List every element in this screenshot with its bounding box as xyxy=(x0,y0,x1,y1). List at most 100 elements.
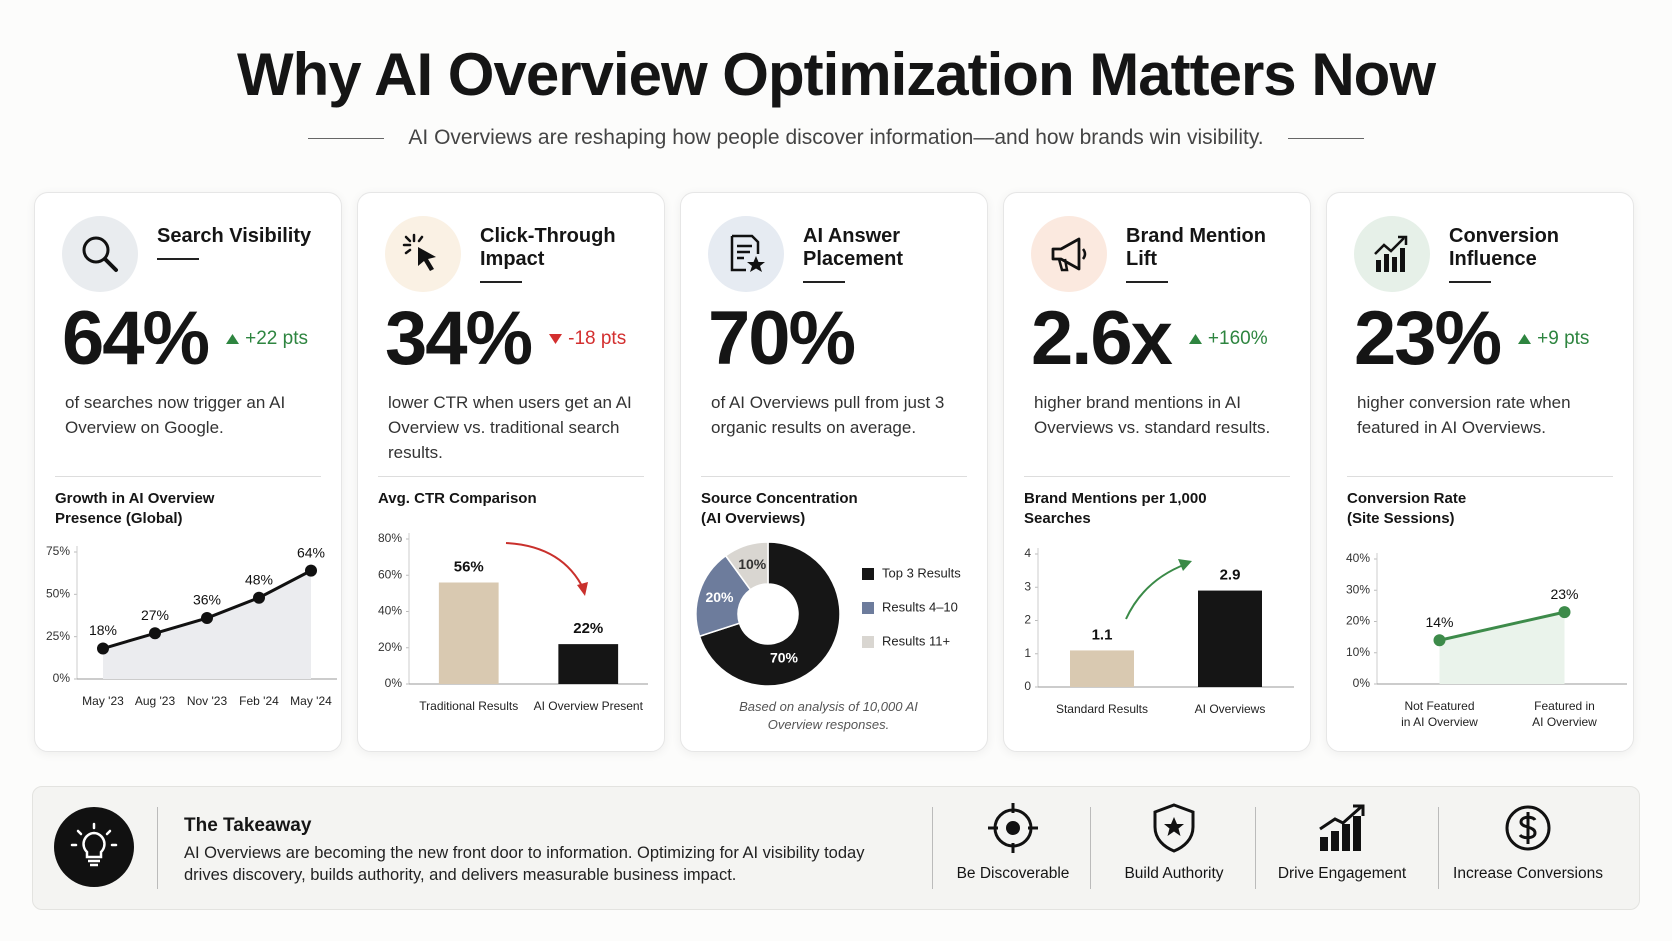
stat: 2.6x xyxy=(1031,296,1173,381)
title-wrap: AI Answer Placement xyxy=(803,225,953,283)
bulb xyxy=(70,822,118,867)
chart-svg: 0 1 2 3 4 1.1 2.9 xyxy=(1024,546,1294,693)
x-tick-label: Not Featured in AI Overview xyxy=(1401,699,1478,729)
slice xyxy=(724,541,769,591)
icon xyxy=(1031,216,1107,292)
trend-triangle xyxy=(226,334,240,344)
y-tick-label: 20% xyxy=(378,640,402,654)
y-tick-label: 0% xyxy=(53,671,71,685)
value-label: 18% xyxy=(89,622,117,638)
search-icon xyxy=(82,236,118,272)
chart-svg: 0% 25% 50% 75% 18% 27% 36% 48% 64% xyxy=(46,544,337,685)
point xyxy=(305,564,317,577)
description: of AI Overviews pull from just 3 organic… xyxy=(711,393,945,437)
trend-arrow xyxy=(1125,563,1187,620)
y-tick-label: 80% xyxy=(378,531,402,545)
bulb-icon xyxy=(54,807,134,887)
value-label: 14% xyxy=(1425,614,1453,630)
bar xyxy=(1070,650,1134,687)
value-label: 2.9 xyxy=(1220,567,1241,584)
stat: 23% xyxy=(1354,296,1502,381)
triangle xyxy=(549,334,563,344)
legend-swatch xyxy=(862,602,874,614)
icon xyxy=(1354,216,1430,292)
value-label: 22% xyxy=(573,620,603,637)
target-icon xyxy=(988,803,1038,853)
arrow-head xyxy=(1178,559,1192,571)
value-label: 23% xyxy=(1550,586,1578,602)
y-tick-label: 0% xyxy=(385,676,403,690)
x-tick-label: Aug '23 xyxy=(134,694,176,708)
point xyxy=(201,612,213,625)
separator xyxy=(1438,807,1439,889)
takeaway-title: The Takeaway xyxy=(184,815,312,836)
chart-title: Growth in AI Overview Presence (Global) xyxy=(55,490,215,527)
takeaway-text: AI Overviews are becoming the new front … xyxy=(184,844,865,884)
arrow-head xyxy=(577,582,588,596)
chart-svg: 70% Top 3 Results 20% Results 4–10 10% Result… xyxy=(695,541,961,687)
title-wrap: Conversion Influence xyxy=(1449,225,1599,283)
chart-svg: 0% 20% 40% 60% 80% 56% 22% xyxy=(378,531,648,690)
line xyxy=(1439,610,1565,642)
title-underline xyxy=(1449,281,1491,283)
card: Search Visibility 64% +22 pts of searches n… xyxy=(34,192,342,752)
separator xyxy=(1090,807,1091,889)
stat-row: 34% -18 pts xyxy=(385,301,626,377)
stat: 64% xyxy=(62,296,210,381)
point xyxy=(1558,606,1571,619)
legend-label: Results 4–10 xyxy=(882,599,958,614)
point xyxy=(253,591,265,604)
divider xyxy=(378,476,644,477)
y-tick-label: 1 xyxy=(1024,646,1031,660)
value-label: 1.1 xyxy=(1092,626,1113,643)
change: +9 pts xyxy=(1518,328,1589,350)
rule xyxy=(308,137,385,139)
chart: 0% 25% 50% 75% 18% 27% 36% 48% 64% May '23 Aug '23… xyxy=(35,528,341,743)
point xyxy=(149,627,161,640)
value-label: 70% xyxy=(770,649,799,665)
legend-swatch xyxy=(862,568,874,580)
change-text: +9 pts xyxy=(1537,328,1590,349)
card: Click-Through Impact 34% -18 pts lower CTR … xyxy=(357,192,665,752)
chart-note: Based on analysis of 10,000 AI Overview … xyxy=(739,699,918,732)
chart-title: Source Concentration (AI Overviews) xyxy=(701,490,858,527)
title-wrap: Search Visibility xyxy=(157,225,311,260)
pillar-label: Be Discoverable xyxy=(956,865,1070,882)
y-tick-label: 30% xyxy=(1346,582,1370,596)
title-underline xyxy=(1126,281,1168,283)
x-tick-label: Standard Results xyxy=(1055,702,1149,716)
chart-title: Brand Mentions per 1,000 Searches xyxy=(1024,490,1207,527)
area xyxy=(1439,612,1565,684)
chart: 0 1 2 3 4 1.1 2.9 Standard Results AI Overviews xyxy=(1004,528,1310,743)
click-icon xyxy=(402,233,436,271)
y-tick-label: 20% xyxy=(1346,614,1370,628)
triangle xyxy=(1188,334,1202,344)
trend-triangle xyxy=(1518,334,1532,344)
rule xyxy=(1287,137,1364,139)
stat-row: 64% +22 pts xyxy=(62,301,308,377)
triangle xyxy=(226,334,240,344)
card-title: Search Visibility xyxy=(157,225,312,247)
x-tick-label: Nov '23 xyxy=(186,694,228,708)
card: AI Answer Placement 70% of AI Overviews pu… xyxy=(680,192,988,752)
triangle xyxy=(1518,334,1532,344)
stat-row: 70% xyxy=(708,301,856,377)
description: lower CTR when users get an AI Overview … xyxy=(388,393,632,462)
value-label: 36% xyxy=(193,592,221,608)
legend-swatch xyxy=(862,636,874,648)
y-tick-label: 10% xyxy=(1346,645,1370,659)
bar xyxy=(438,582,499,684)
y-tick-label: 50% xyxy=(46,587,70,601)
chart: 0% 20% 40% 60% 80% 56% 22% Traditional Results A… xyxy=(358,528,664,743)
chart-svg: 0% 10% 20% 30% 40% 14% 23% xyxy=(1346,551,1627,690)
title-underline xyxy=(480,281,522,283)
subtitle: AI Overviews are reshaping how people di… xyxy=(408,126,1264,149)
stat: 34% xyxy=(385,296,533,381)
pillar-label: Increase Conversions xyxy=(1453,865,1603,882)
description: higher brand mentions in AI Overviews vs… xyxy=(1034,393,1271,437)
change-text: +160% xyxy=(1207,328,1268,349)
card-title: Conversion Influence xyxy=(1449,225,1560,270)
card: Conversion Influence 23% +9 pts higher conv… xyxy=(1326,192,1634,752)
chart-title: Conversion Rate (Site Sessions) xyxy=(1347,490,1467,527)
